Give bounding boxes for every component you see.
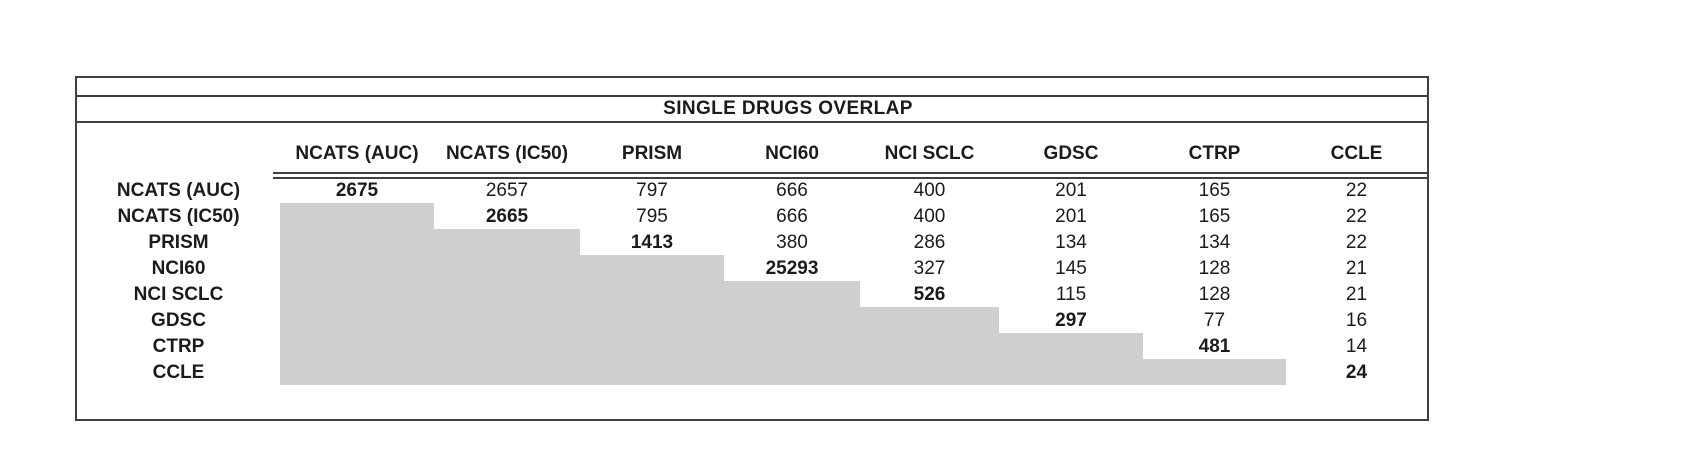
col-header: CTRP <box>1188 143 1241 164</box>
col-header: NCI60 <box>765 143 819 164</box>
diagonal-cell: 24 <box>1345 361 1368 383</box>
shaded-cell <box>724 359 860 385</box>
matrix-cell: 797 <box>636 179 668 201</box>
diagonal-cell: 1413 <box>630 231 674 253</box>
shaded-cell <box>434 333 580 359</box>
shaded-cell <box>580 281 724 307</box>
shaded-cell <box>280 203 434 229</box>
matrix-cell: 134 <box>1055 231 1087 253</box>
overlap-table-panel: SINGLE DRUGS OVERLAP NCATS (AUC) NCATS (… <box>75 76 1429 421</box>
matrix-cell: 380 <box>776 231 808 253</box>
shaded-cell <box>580 307 724 333</box>
panel-top-band <box>77 78 1427 97</box>
matrix-cell: 2657 <box>485 179 529 201</box>
shaded-cell <box>280 307 434 333</box>
diagonal-cell: 481 <box>1198 335 1231 357</box>
matrix-cell: 22 <box>1345 179 1368 201</box>
shaded-cell <box>434 229 580 255</box>
matrix-cell: 22 <box>1345 205 1368 227</box>
matrix-cell: 327 <box>913 257 946 279</box>
matrix-cell: 22 <box>1345 231 1368 253</box>
matrix-cell: 134 <box>1198 231 1231 253</box>
row-label: GDSC <box>151 309 206 331</box>
row-label: NCI60 <box>151 257 206 279</box>
matrix-cell: 666 <box>776 205 808 227</box>
matrix-cell: 16 <box>1345 309 1368 331</box>
shaded-cell <box>280 333 434 359</box>
shaded-cell <box>280 359 434 385</box>
shaded-cell <box>580 359 724 385</box>
row-label: CCLE <box>152 361 205 383</box>
shaded-cell <box>999 333 1143 359</box>
matrix-cell: 145 <box>1055 257 1087 279</box>
col-header: NCATS (AUC) <box>295 143 419 164</box>
table-title: SINGLE DRUGS OVERLAP <box>663 98 913 119</box>
matrix-cell: 21 <box>1345 257 1368 279</box>
corner-cell <box>77 121 280 177</box>
shaded-cell <box>434 307 580 333</box>
diagonal-cell: 2675 <box>335 179 379 201</box>
shaded-cell <box>724 307 860 333</box>
matrix-cell: 128 <box>1198 257 1231 279</box>
shaded-cell <box>860 359 999 385</box>
shaded-cell <box>280 281 434 307</box>
table-title-band: SINGLE DRUGS OVERLAP <box>77 97 1427 123</box>
matrix-cell: 77 <box>1203 309 1226 331</box>
row-label: NCATS (IC50) <box>117 205 240 227</box>
shaded-cell <box>860 307 999 333</box>
shaded-cell <box>280 255 434 281</box>
diagonal-cell: 526 <box>913 283 946 305</box>
shaded-cell <box>999 359 1143 385</box>
shaded-cell <box>724 333 860 359</box>
shaded-cell <box>724 281 860 307</box>
overlap-matrix: NCATS (AUC) NCATS (IC50) PRISM NCI60 NCI… <box>77 121 1427 385</box>
matrix-cell: 400 <box>913 179 946 201</box>
matrix-cell: 165 <box>1198 179 1231 201</box>
diagonal-cell: 25293 <box>765 257 819 279</box>
shaded-cell <box>434 359 580 385</box>
col-header: NCATS (IC50) <box>445 143 569 164</box>
matrix-cell: 21 <box>1345 283 1368 305</box>
shaded-cell <box>580 255 724 281</box>
matrix-cell: 400 <box>913 205 946 227</box>
col-header: GDSC <box>1043 143 1099 164</box>
row-label: NCATS (AUC) <box>116 179 241 201</box>
matrix-cell: 286 <box>913 231 946 253</box>
col-header: NCI SCLC <box>884 143 975 164</box>
col-header: PRISM <box>621 143 683 164</box>
matrix-cell: 795 <box>636 205 668 227</box>
diagonal-cell: 297 <box>1055 309 1087 331</box>
row-label: NCI SCLC <box>133 283 224 305</box>
shaded-cell <box>434 281 580 307</box>
shaded-cell <box>1143 359 1286 385</box>
matrix-cell: 115 <box>1055 283 1087 305</box>
matrix-cell: 666 <box>776 179 808 201</box>
shaded-cell <box>860 333 999 359</box>
matrix-cell: 201 <box>1055 179 1087 201</box>
shaded-cell <box>580 333 724 359</box>
matrix-cell: 128 <box>1198 283 1231 305</box>
shaded-cell <box>434 255 580 281</box>
col-header: CCLE <box>1330 143 1383 164</box>
shaded-cell <box>280 229 434 255</box>
matrix-cell: 201 <box>1055 205 1087 227</box>
row-label: PRISM <box>148 231 209 253</box>
diagonal-cell: 2665 <box>485 205 529 227</box>
matrix-cell: 165 <box>1198 205 1231 227</box>
row-label: CTRP <box>152 335 205 357</box>
matrix-cell: 14 <box>1345 335 1368 357</box>
